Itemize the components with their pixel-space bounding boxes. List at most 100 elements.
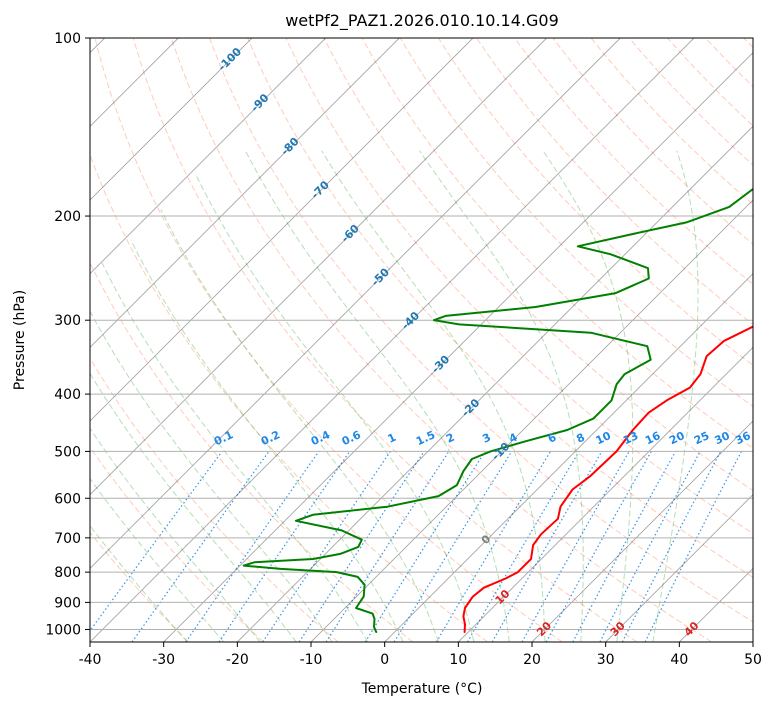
mixing-ratio-line (218, 451, 351, 642)
dry-adiabat (94, 38, 563, 642)
x-axis-label: Temperature (°C) (361, 681, 483, 697)
dry-adiabat (90, 357, 339, 642)
mixing-ratio-label: 0.2 (259, 428, 282, 448)
skewed-isotherm (90, 38, 547, 496)
moist-adiabat (90, 372, 297, 642)
moist-adiabat (90, 524, 188, 642)
y-tick-label: 300 (54, 313, 81, 329)
x-tick-label: 0 (380, 652, 389, 668)
y-tick-label: 500 (54, 444, 81, 460)
moist-adiabat (90, 427, 261, 642)
isotherm-label: -80 (278, 135, 301, 158)
mixing-ratio-label: 8 (574, 431, 586, 446)
dry-adiabat (666, 38, 753, 127)
background-lines (90, 25, 775, 642)
dry-adiabat (170, 38, 712, 642)
dry-adiabat (769, 25, 775, 642)
y-tick-label: 600 (54, 491, 81, 507)
mixing-ratio-line (621, 451, 722, 642)
skewed-isotherm (90, 38, 695, 642)
mixing-ratio-line (521, 451, 630, 642)
y-tick-label: 200 (54, 209, 81, 225)
mixing-ratio-label: 20 (667, 429, 687, 447)
skewed-isotherm (90, 38, 621, 569)
skewed-isotherm (384, 273, 753, 642)
mixing-ratio-label: 3 (480, 431, 492, 446)
mixing-ratio-line (393, 451, 513, 642)
skewed-isotherm (237, 125, 753, 642)
mixing-ratio-label: 36 (733, 429, 753, 447)
isotherm-label: -20 (459, 396, 482, 419)
skewed-isotherm (458, 346, 753, 642)
moist-adiabat (90, 477, 225, 642)
dry-adiabat (208, 38, 753, 623)
isotherm-label: 20 (534, 619, 554, 639)
mixing-ratio-label: 30 (713, 429, 733, 447)
mixing-ratio-line (644, 451, 743, 642)
mixing-ratio-label: 0.1 (212, 428, 235, 448)
dry-adiabat (437, 38, 753, 366)
y-tick-label: 800 (54, 565, 81, 581)
isotherm-label: -60 (339, 222, 362, 245)
mixing-ratio-line (599, 451, 701, 642)
x-tick-label: 20 (523, 652, 541, 668)
dry-adiabat (90, 446, 264, 642)
dry-adiabat (361, 38, 753, 449)
skewed-isotherm (90, 38, 474, 422)
moist-adiabat (101, 262, 369, 642)
mixing-ratio-line (325, 451, 450, 642)
moist-adiabat (90, 310, 333, 642)
mixing-ratio-label: 25 (692, 429, 711, 447)
dry-adiabat (90, 531, 190, 642)
skewed-isotherm (531, 420, 753, 642)
mixing-ratio-label: 13 (621, 429, 640, 447)
isotherm-label: 40 (682, 619, 702, 639)
y-tick-label: 100 (54, 31, 81, 47)
x-tick-label: -20 (226, 652, 249, 668)
plot-frame (89, 37, 754, 643)
isotherm-label: 30 (608, 619, 628, 639)
x-tick-label: 30 (597, 652, 615, 668)
x-tick-label: -40 (79, 652, 102, 668)
mixing-ratio-label: 2 (444, 431, 456, 446)
dry-adiabat (90, 153, 488, 642)
data-series (242, 186, 753, 633)
skewed-isotherm (752, 641, 753, 642)
moist-adiabat (418, 150, 584, 642)
dry-adiabat (132, 38, 638, 642)
dry-adiabat (476, 38, 753, 326)
skewed-isotherm (90, 38, 400, 348)
y-tick-label: 700 (54, 531, 81, 547)
dry-adiabat (590, 38, 753, 206)
moist-adiabat (195, 174, 475, 642)
temperature-line (462, 325, 753, 633)
skewed-isotherm (163, 52, 753, 642)
mixing-ratio-label: 0.4 (309, 428, 332, 448)
mixing-ratio-label: 16 (643, 429, 663, 447)
isotherm-label: -30 (429, 352, 452, 375)
mixing-ratio-line (298, 451, 425, 642)
mixing-ratio-line (572, 451, 677, 642)
mixing-ratio-line (262, 451, 391, 642)
dry-adiabat (704, 38, 753, 88)
isotherm-label: -40 (399, 309, 422, 332)
mixing-ratio-line (90, 451, 223, 632)
mixing-ratio-label: 0.6 (340, 428, 363, 448)
dewpoint-line (242, 186, 753, 633)
y-tick-label: 900 (54, 595, 81, 611)
mixing-ratio-line (131, 451, 270, 642)
x-tick-label: -30 (152, 652, 175, 668)
chart-title: wetPf2_PAZ1.2026.010.10.14.G09 (285, 11, 559, 31)
mixing-ratio-label: 10 (594, 429, 614, 447)
y-tick-label: 400 (54, 387, 81, 403)
isotherm-label: -100 (216, 45, 245, 74)
dry-adiabat (323, 38, 753, 492)
isotherm-label: -90 (248, 91, 271, 114)
skewed-isotherm (605, 494, 753, 642)
moist-adiabat (160, 209, 439, 642)
x-tick-label: 10 (449, 652, 467, 668)
skewed-isotherm (90, 38, 326, 275)
skewed-isotherm (310, 199, 753, 642)
isotherm-label: -10 (489, 440, 512, 463)
